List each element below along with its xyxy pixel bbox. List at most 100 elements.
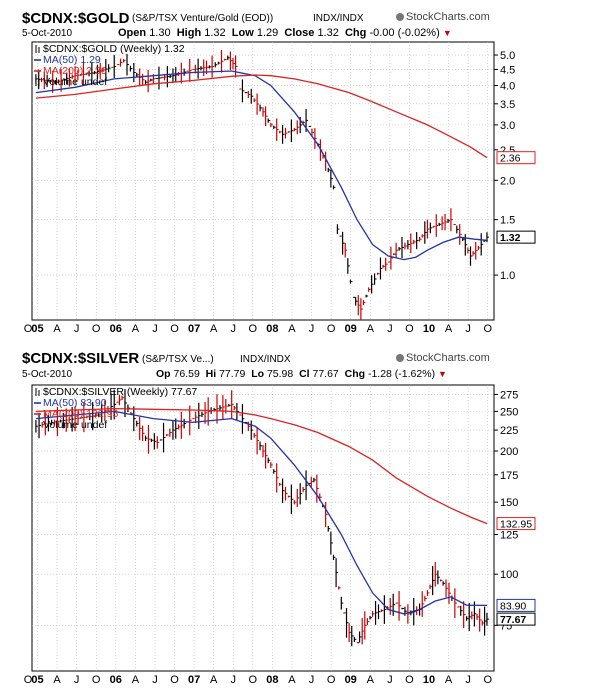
stockcharts-logo[interactable]: StockCharts.com — [396, 11, 490, 23]
x-tick-label: 08 — [266, 323, 278, 335]
x-tick-label: 05 — [31, 674, 43, 686]
legend-entry: Volume undef — [43, 76, 107, 88]
x-tick-label: O — [24, 674, 33, 686]
x-tick-label: J — [387, 323, 393, 335]
x-tick-label: J — [230, 323, 236, 335]
x-tick-label: A — [367, 323, 375, 335]
x-tick-label: O — [327, 674, 336, 686]
y-tick-label: 4.0 — [500, 81, 515, 93]
y-tick-label: 125 — [500, 530, 518, 542]
ma200-value-tag — [496, 151, 536, 165]
x-tick-label: O — [327, 323, 336, 335]
ohlc-bar: Op 76.59 Hi 77.79 Lo 75.98 Cl 77.67 Chg … — [156, 368, 447, 380]
x-tick-label: J — [152, 674, 158, 686]
price-value-label: 77.67 — [500, 614, 526, 626]
chart-exchange: INDX/INDX — [240, 354, 291, 365]
x-tick-label: J — [387, 674, 393, 686]
ohlc-label-low: Lo — [251, 368, 265, 380]
ma200-value-label: 2.36 — [500, 153, 521, 165]
y-tick-label: 150 — [500, 497, 518, 509]
x-tick-label: O — [249, 674, 258, 686]
ma200-value-tag — [496, 517, 536, 531]
chart-subtitle: (S&P/TSX Ve...) — [142, 354, 214, 365]
ma50-value-label: 83.90 — [500, 600, 526, 612]
ma50-line — [35, 410, 488, 615]
logo-text: StockCharts.com — [406, 11, 490, 23]
ohlc-label-high: High — [176, 27, 202, 39]
gold-price-plot: 5.04.54.03.53.02.52.01.51.0O 05 A J O 06 A J O 07… — [24, 41, 536, 335]
ohlc-label-close: Cl — [299, 368, 310, 380]
y-tick-label: 200 — [500, 446, 518, 458]
y-tick-label: 175 — [500, 470, 518, 482]
x-tick-label: A — [132, 323, 140, 335]
x-tick-label: A — [53, 674, 61, 686]
x-tick-label: 10 — [423, 323, 435, 335]
x-tick-label: J — [74, 674, 80, 686]
ohlc-label-open: Open — [118, 27, 147, 39]
y-tick-label: 4.5 — [500, 64, 515, 76]
logo-icon — [396, 354, 404, 363]
x-tick-label: A — [53, 323, 61, 335]
y-tick-label: 2.0 — [500, 175, 515, 187]
ohlc-value-low: 75.98 — [266, 368, 294, 380]
chart-exchange: INDX/INDX — [313, 13, 364, 24]
gold-chart-panel: $CDNX:$GOLD (S&P/TSX Venture/Gold (EOD))… — [0, 0, 597, 335]
ohlc-bar: Open 1.30 High 1.32 Low 1.29 Close 1.32 … — [118, 27, 452, 39]
silver-chart-panel: $CDNX:$SILVER (S&P/TSX Ve...) INDX/INDX … — [0, 347, 597, 690]
y-tick-label: 5.0 — [500, 50, 515, 62]
x-tick-label: 09 — [345, 323, 357, 335]
ma50-value-tag — [496, 598, 536, 612]
chart-title: $CDNX:$GOLD — [22, 10, 130, 27]
price-value-tag — [496, 230, 536, 244]
stockcharts-logo[interactable]: StockCharts.com — [396, 352, 490, 364]
price-value-tag — [496, 612, 536, 626]
ma50-line — [35, 70, 488, 261]
ohlc-label-close: Close — [284, 27, 315, 39]
x-tick-label: 07 — [188, 323, 200, 335]
x-tick-label: J — [74, 323, 80, 335]
ohlc-value-close: 77.67 — [312, 368, 339, 380]
x-tick-label: A — [288, 323, 296, 335]
x-tick-label: 06 — [110, 674, 122, 686]
x-tick-label: J — [465, 674, 471, 686]
x-tick-label: J — [152, 323, 158, 335]
ma200-line — [35, 407, 488, 525]
y-tick-label: 1.5 — [500, 215, 515, 227]
x-tick-label: J — [465, 323, 471, 335]
change-down-icon: ▼ — [442, 28, 452, 38]
ohlc-value-open: 76.59 — [173, 368, 200, 380]
ohlc-value-high: 1.32 — [204, 27, 226, 39]
x-tick-label: A — [210, 674, 218, 686]
legend-entry: MA(200) 2.36 — [43, 65, 107, 77]
x-tick-label: A — [445, 323, 453, 335]
x-tick-label: A — [445, 674, 453, 686]
x-tick-label: O — [249, 323, 258, 335]
chart-date: 5-Oct-2010 — [22, 28, 73, 39]
legend-entry: $CDNX:$SILVER (Weekly) 77.67 — [43, 386, 197, 398]
chart-subtitle: (S&P/TSX Venture/Gold (EOD)) — [132, 13, 274, 24]
plot-frame — [31, 41, 495, 321]
ohlc-value-low: 1.29 — [256, 27, 279, 39]
x-tick-label: 05 — [31, 323, 43, 335]
chart-title: $CDNX:$SILVER — [22, 350, 140, 367]
y-tick-label: 225 — [500, 425, 518, 437]
x-tick-label: O — [405, 674, 414, 686]
ohlc-label-change: Chg — [344, 27, 367, 39]
x-tick-label: O — [405, 323, 414, 335]
x-tick-label: A — [132, 674, 140, 686]
change-down-icon: ▼ — [438, 369, 447, 379]
legend-entry: MA(200) 132.95 — [43, 408, 118, 420]
x-tick-label: 07 — [188, 674, 200, 686]
x-tick-label: 10 — [423, 674, 435, 686]
chart-date: 5-Oct-2010 — [22, 369, 73, 380]
x-tick-label: J — [309, 674, 315, 686]
legend-entry: MA(50) 1.29 — [43, 54, 101, 66]
x-tick-label: O — [483, 323, 492, 335]
ohlc-value-high: 77.79 — [219, 368, 246, 380]
legend-entry: Volume undef — [43, 419, 107, 431]
ohlc-label-change: Chg — [344, 368, 366, 380]
ohlc-value-change: -1.28 (-1.62%) — [367, 368, 436, 380]
legend-entry: MA(50) 83.90 — [43, 397, 107, 409]
ohlc-value-change: -0.00 (-0.02%) — [369, 27, 440, 39]
x-tick-label: 09 — [345, 674, 357, 686]
